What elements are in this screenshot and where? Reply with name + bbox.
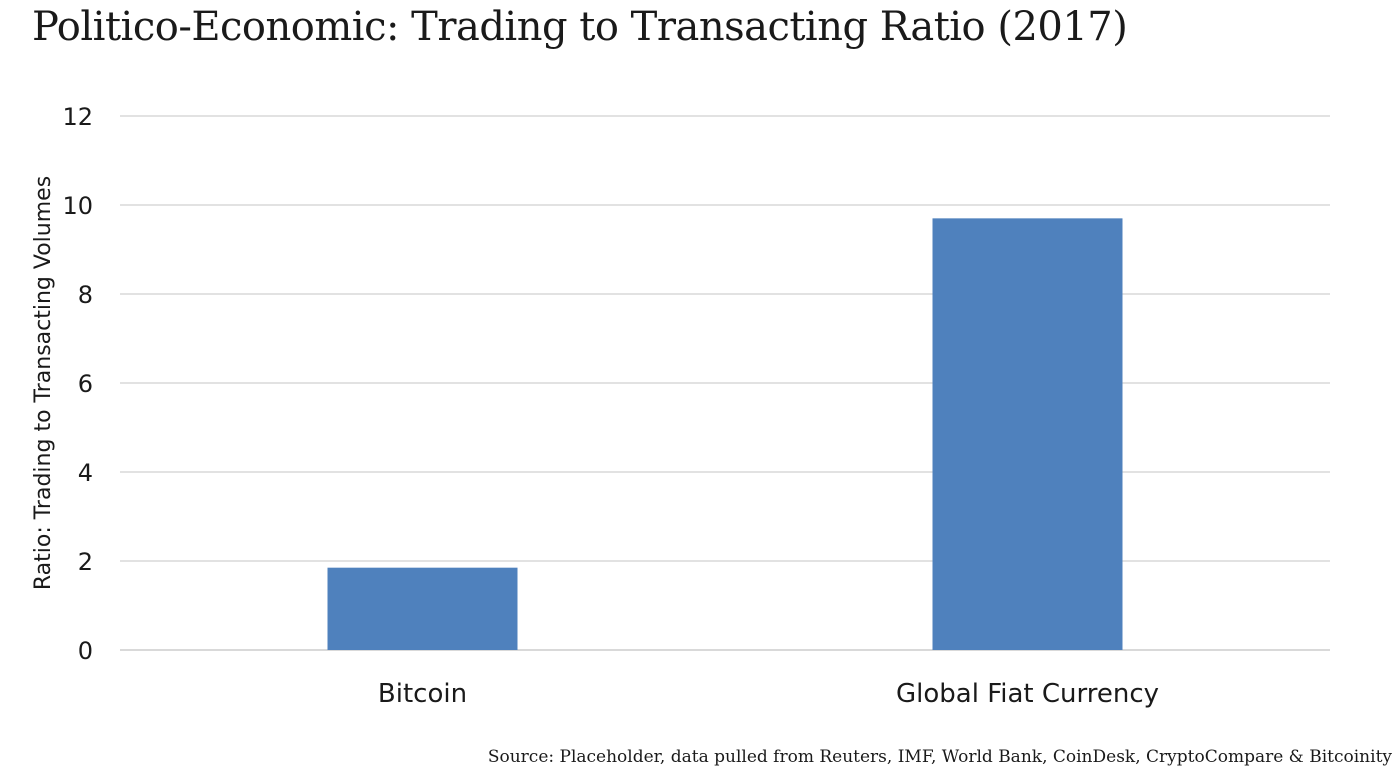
- y-tick-label: 8: [78, 281, 93, 309]
- y-axis-ticks: 0 2 4 6 8 10 12: [62, 103, 93, 665]
- source-note: Source: Placeholder, data pulled from Re…: [487, 747, 1392, 767]
- y-tick-label: 6: [78, 370, 93, 398]
- y-tick-label: 12: [62, 103, 93, 131]
- bars: [327, 218, 1123, 650]
- x-category-label: Bitcoin: [378, 679, 467, 709]
- x-axis-categories: Bitcoin Global Fiat Currency: [378, 679, 1159, 709]
- bar-bitcoin: [327, 567, 518, 650]
- y-tick-label: 4: [78, 459, 93, 487]
- x-category-label: Global Fiat Currency: [896, 679, 1159, 709]
- y-axis-title: Ratio: Trading to Transacting Volumes: [31, 176, 56, 590]
- chart-title: Politico-Economic: Trading to Transactin…: [32, 4, 1128, 50]
- y-tick-label: 2: [78, 548, 93, 576]
- gridlines: [120, 115, 1330, 651]
- bar-global-fiat-currency: [932, 218, 1123, 650]
- y-tick-label: 10: [62, 192, 93, 220]
- y-tick-label: 0: [78, 637, 93, 665]
